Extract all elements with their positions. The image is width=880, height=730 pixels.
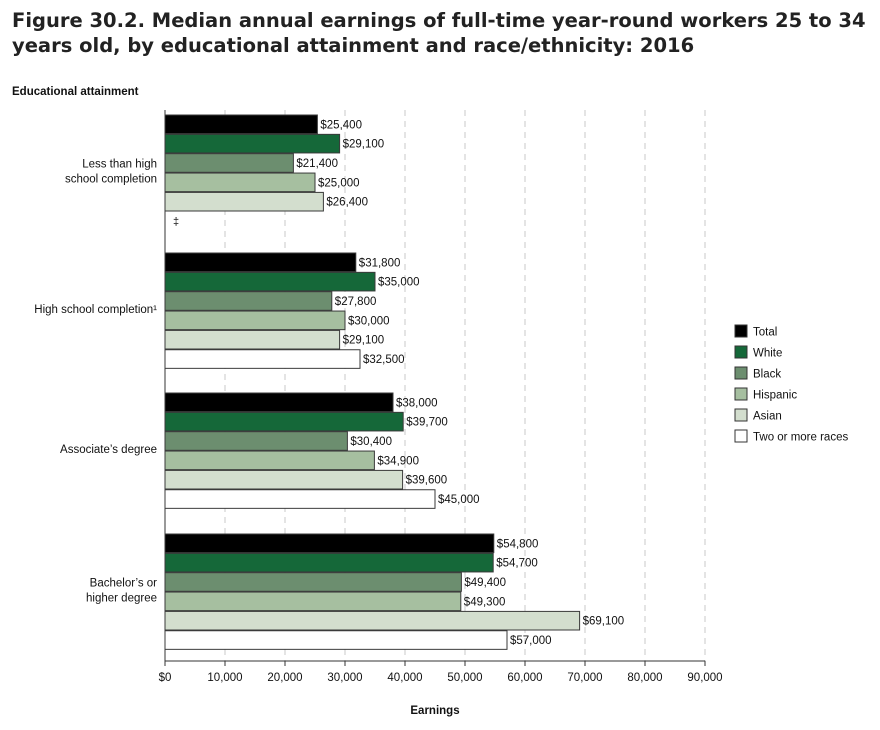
x-tick-label: $0 xyxy=(159,672,172,684)
bar-white xyxy=(164,411,404,432)
bar-value-label: $30,000 xyxy=(348,315,390,327)
legend-label: Asian xyxy=(753,411,782,423)
bar-hispanic xyxy=(164,310,346,331)
x-tick-label: 90,000 xyxy=(687,672,722,684)
bar-two-or-more-races xyxy=(164,489,436,509)
bar-value-label: $26,400 xyxy=(326,197,368,209)
bar-total xyxy=(164,533,495,554)
legend-swatch xyxy=(734,345,748,359)
bar-asian xyxy=(164,610,581,631)
figure-title: Figure 30.2. Median annual earnings of f… xyxy=(12,9,866,57)
bar-value-label: $29,100 xyxy=(343,335,385,347)
bar-total xyxy=(164,252,357,273)
x-tick-label: 70,000 xyxy=(567,672,602,684)
bar-value-label: $29,100 xyxy=(343,139,385,151)
category-label: Bachelor’s or xyxy=(90,578,158,590)
legend-label: Hispanic xyxy=(753,390,797,402)
x-tick-label: 20,000 xyxy=(267,672,302,684)
legend-label: Two or more races xyxy=(753,432,848,444)
bar-value-label: $38,000 xyxy=(396,397,438,409)
bar-value-label: $30,400 xyxy=(350,436,392,448)
bar-value-label: $25,400 xyxy=(320,119,362,131)
bar-value-label: $39,700 xyxy=(406,417,448,429)
bar-black xyxy=(164,572,462,592)
bar-value-label: $27,800 xyxy=(335,296,377,308)
bar-total xyxy=(164,114,318,135)
category-label: Less than high xyxy=(82,159,157,171)
bar-value-label: $54,700 xyxy=(496,558,538,570)
x-tick-label: 60,000 xyxy=(507,672,542,684)
bar-value-label: $35,000 xyxy=(378,277,420,289)
bar-value-label: $49,400 xyxy=(464,577,506,589)
bar-value-label: $57,000 xyxy=(510,635,552,647)
x-tick-label: 10,000 xyxy=(207,672,242,684)
legend-swatch xyxy=(734,408,748,422)
bar-value-label: $39,600 xyxy=(406,475,448,487)
legend-label: White xyxy=(753,348,782,360)
x-axis-title: Earnings xyxy=(410,705,459,717)
x-tick-label: 30,000 xyxy=(327,672,362,684)
legend-label: Total xyxy=(753,327,777,339)
x-tick-label: 80,000 xyxy=(627,672,662,684)
bar-value-label: $32,500 xyxy=(363,354,405,366)
category-label: higher degree xyxy=(86,593,157,605)
bar-black xyxy=(164,431,348,451)
legend-label: Black xyxy=(753,369,781,381)
bar-two-or-more-races xyxy=(164,630,508,650)
bar-value-label: $21,400 xyxy=(296,158,338,170)
bar-hispanic xyxy=(164,450,375,471)
bar-hispanic xyxy=(164,172,316,193)
legend-swatch xyxy=(734,429,748,443)
bar-white xyxy=(164,133,341,154)
bar-value-label: $54,800 xyxy=(497,538,539,550)
y-axis-title: Educational attainment xyxy=(12,86,139,98)
bar-value-label: $31,800 xyxy=(359,257,401,269)
legend-swatch xyxy=(734,324,748,338)
x-tick-label: 40,000 xyxy=(387,672,422,684)
bar-total xyxy=(164,392,394,413)
bar-white xyxy=(164,552,494,573)
bar-black xyxy=(164,153,294,173)
bar-white xyxy=(164,271,376,292)
bar-two-or-more-races xyxy=(164,349,361,369)
bar-value-label: $49,300 xyxy=(464,596,506,608)
legend-swatch xyxy=(734,366,748,380)
bar-hispanic xyxy=(164,591,462,612)
bar-asian xyxy=(164,191,324,212)
bar-asian xyxy=(164,469,404,490)
category-label: school completion xyxy=(65,174,157,186)
category-label: High school completion¹ xyxy=(34,304,157,316)
suppressed-data-symbol: ‡ xyxy=(173,216,179,228)
x-tick-label: 50,000 xyxy=(447,672,482,684)
bar-black xyxy=(164,291,333,311)
bar-value-label: $45,000 xyxy=(438,494,480,506)
bar-value-label: $69,100 xyxy=(583,616,625,628)
category-label: Associate’s degree xyxy=(60,444,157,456)
bar-value-label: $25,000 xyxy=(318,177,360,189)
bar-asian xyxy=(164,329,341,350)
bar-value-label: $34,900 xyxy=(377,455,419,467)
legend-swatch xyxy=(734,387,748,401)
